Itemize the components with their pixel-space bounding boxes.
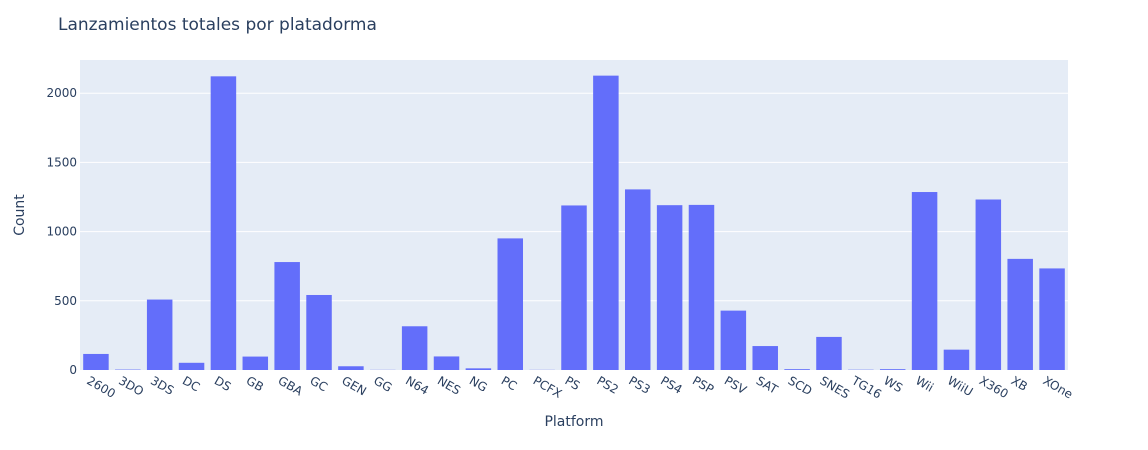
bar-snes <box>816 336 842 370</box>
x-tick-label: 3DS <box>148 373 176 397</box>
x-tick-label: PC <box>499 373 520 393</box>
x-tick-label: SNES <box>817 373 852 401</box>
bar-ng <box>465 368 492 370</box>
bar-ws <box>879 369 906 370</box>
bar-gen <box>338 366 364 370</box>
bars <box>83 75 1065 371</box>
y-tick-label: 500 <box>54 294 77 308</box>
y-tick-label: 1500 <box>46 155 77 169</box>
bar-psp <box>688 204 715 370</box>
x-tick-label: XOne <box>1041 373 1076 401</box>
x-tick-label: SAT <box>754 373 781 397</box>
bar-2600 <box>83 353 109 370</box>
x-tick-label: PS2 <box>594 373 620 396</box>
bar-3ds <box>146 299 173 370</box>
x-tick-label: WS <box>881 373 905 395</box>
bar-xb <box>1007 258 1033 370</box>
bar-sat <box>752 346 778 370</box>
bar-gc <box>306 294 332 370</box>
y-axis-title: Count <box>12 194 28 236</box>
x-tick-label: PCFX <box>531 373 565 400</box>
x-tick-label: GB <box>244 373 266 394</box>
x-tick-label: SCD <box>786 373 815 398</box>
bar-dc <box>178 362 205 370</box>
x-tick-label: XB <box>1009 373 1030 393</box>
bar-wiiu <box>943 349 970 370</box>
bar-ps <box>561 205 587 370</box>
x-tick-label: GBA <box>276 373 306 398</box>
bar-nes <box>433 356 460 370</box>
x-tick-label: 2600 <box>84 373 117 400</box>
bar-gb <box>242 356 269 370</box>
x-tick-label: 3DO <box>116 373 146 398</box>
bar-ps2 <box>593 75 619 370</box>
bar-ds <box>210 76 237 371</box>
x-tick-label: PSV <box>722 373 750 397</box>
bar-pc <box>497 238 524 370</box>
bar-ps4 <box>656 205 683 370</box>
y-tick-label: 2000 <box>46 86 77 100</box>
x-tick-label: GC <box>308 373 330 394</box>
y-tick-label: 0 <box>69 363 77 377</box>
x-tick-label: NG <box>467 373 490 394</box>
y-tick-label: 1000 <box>46 225 77 239</box>
x-tick-label: PS4 <box>658 373 684 396</box>
bar-wii <box>911 192 938 370</box>
x-axis-title: Platform <box>544 414 603 430</box>
x-tick-label: Wii <box>913 373 936 394</box>
bar-ps3 <box>624 189 651 370</box>
x-tick-label: WiiU <box>945 373 975 399</box>
bar-n64 <box>401 326 428 370</box>
x-tick-label: PS <box>563 373 583 393</box>
bar-gba <box>274 262 300 370</box>
bar-xone <box>1039 268 1065 370</box>
x-tick-label: DC <box>180 373 202 394</box>
x-tick-label: NES <box>435 373 463 397</box>
bar-psv <box>720 310 747 370</box>
x-tick-label: PSP <box>690 373 716 396</box>
y-axis-ticks: 0 500 1000 1500 2000 <box>46 86 77 377</box>
x-tick-label: N64 <box>403 373 431 397</box>
bar-x360 <box>975 199 1002 370</box>
x-tick-label: X360 <box>977 373 1011 401</box>
x-tick-label: GG <box>371 373 394 394</box>
bar-scd <box>784 369 810 370</box>
x-tick-label: DS <box>212 373 234 394</box>
x-tick-label: GEN <box>339 373 368 398</box>
x-tick-label: TG16 <box>848 373 883 402</box>
chart-title: Lanzamientos totales por platadorma <box>58 15 377 35</box>
x-tick-label: PS3 <box>626 373 652 396</box>
